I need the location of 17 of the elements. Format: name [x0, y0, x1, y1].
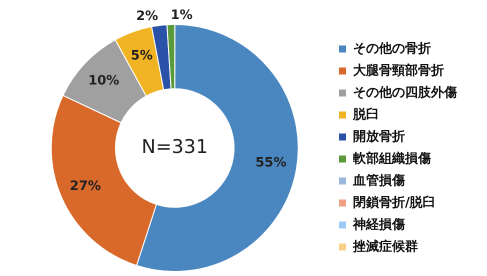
data-label: 55% — [255, 156, 287, 171]
data-label: 10% — [88, 74, 120, 89]
legend-label: 閉鎖骨折/脱臼 — [353, 194, 436, 210]
legend-label: その他の四肢外傷 — [353, 85, 457, 100]
text: N=331 — [142, 136, 208, 158]
legend-label: 挫滅症候群 — [352, 238, 418, 254]
legend-label: その他の骨折 — [353, 41, 431, 56]
data-label: 27% — [70, 179, 101, 194]
legend-label: 開放骨折 — [353, 129, 405, 144]
data-label: 2% — [136, 8, 158, 24]
data-label: 5% — [130, 48, 153, 64]
data-label: 1% — [170, 8, 193, 23]
legend-label: 神経損傷 — [352, 216, 405, 232]
legend-label: 軟部組織損傷 — [352, 150, 431, 166]
legend-label: 脱臼 — [352, 106, 379, 122]
legend-label: 血管損傷 — [352, 173, 405, 188]
legend-label: 大腿骨頸部骨折 — [353, 62, 444, 78]
